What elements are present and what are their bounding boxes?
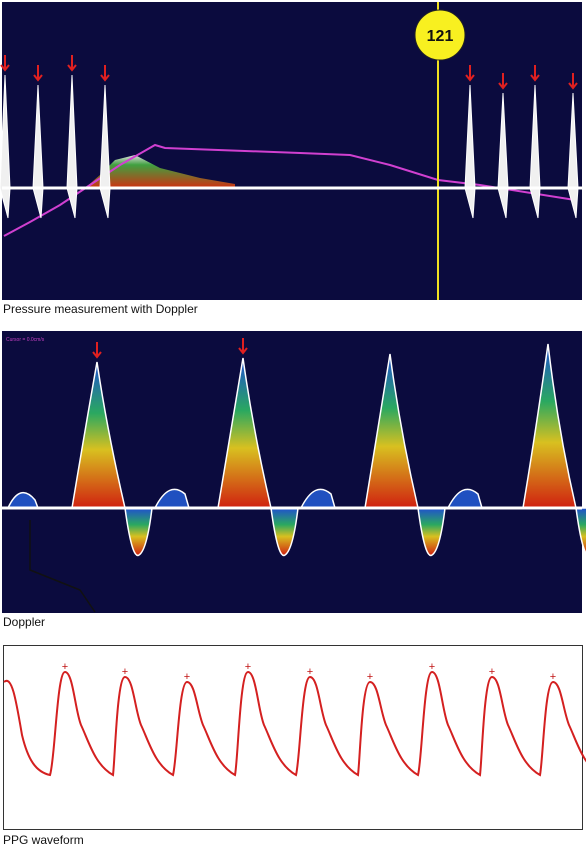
doppler-trace [6, 338, 586, 613]
caption: PPG waveform [3, 833, 84, 847]
doppler-systole [364, 353, 419, 509]
doppler-systole [71, 361, 126, 509]
peak-arrow [465, 65, 475, 82]
doppler-small [446, 488, 483, 509]
peak-arrow [530, 65, 540, 82]
cursor-readout: Cursor = 0.0cm/s [6, 337, 45, 343]
doppler-systole [217, 357, 272, 509]
peak-arrow [92, 342, 102, 359]
peak-marker: + [550, 671, 556, 683]
peak-marker: + [122, 666, 128, 678]
pressure-overlay [29, 520, 96, 613]
doppler-small [299, 488, 336, 509]
peak-arrow [498, 73, 508, 90]
caption: Pressure measurement with Doppler [3, 302, 198, 316]
caption: Doppler [3, 615, 45, 629]
peak-arrow [238, 338, 248, 355]
peak-marker: + [184, 671, 190, 683]
pressure-trace: 121 [0, 2, 582, 300]
peak-marker: + [245, 661, 251, 673]
ppg-wave [3, 670, 586, 777]
ppg-panel [3, 645, 583, 830]
peak-arrow [568, 73, 578, 90]
doppler-reverse [575, 507, 586, 555]
peak-marker: + [307, 666, 313, 678]
ppg-trace: + + + + + + + + + [3, 661, 586, 777]
peak-marker: + [489, 666, 495, 678]
peak-arrow [67, 55, 77, 72]
peak-marker: + [429, 661, 435, 673]
peak-arrow [33, 65, 43, 82]
cursor-badge [414, 9, 466, 61]
pressure-panel [2, 2, 582, 300]
peak-marker: + [62, 661, 68, 673]
doppler-systole [522, 343, 577, 509]
doppler-reverse [124, 507, 153, 557]
doppler-small [6, 491, 40, 509]
doppler-reverse [417, 507, 446, 557]
peak-arrow [100, 65, 110, 82]
doppler-small [153, 488, 190, 509]
peak-marker: + [367, 671, 373, 683]
cursor-value: 121 [427, 28, 454, 45]
doppler-reverse [270, 507, 299, 557]
peak-arrow [0, 55, 10, 72]
